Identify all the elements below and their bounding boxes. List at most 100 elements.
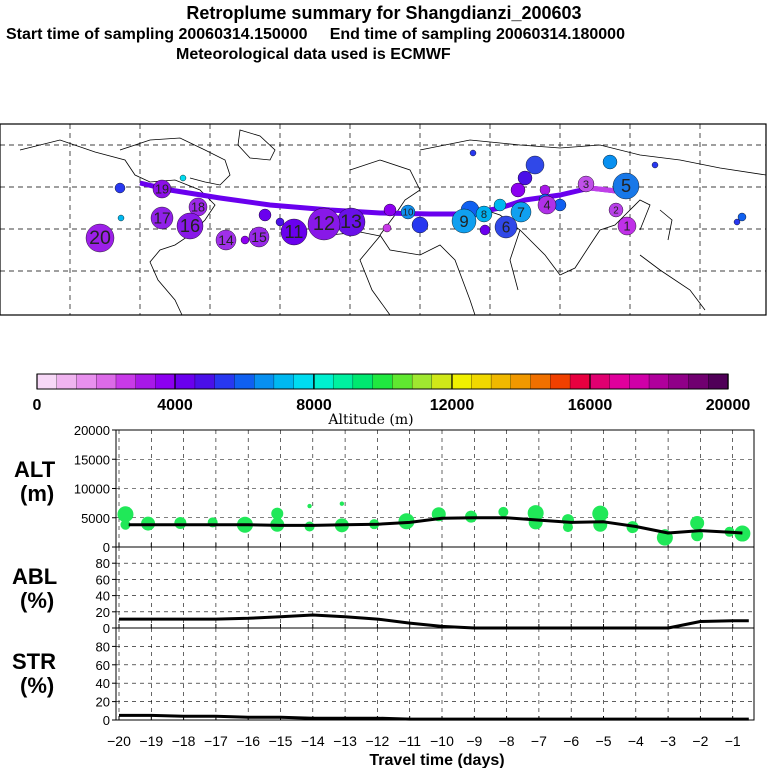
plume-circle [275, 217, 285, 227]
alt-label: ALT [14, 457, 56, 482]
panel-ytick-label: 40 [96, 589, 110, 604]
day-label: 17 [153, 211, 170, 228]
x-tick-label: −10 [430, 733, 454, 749]
x-tick-label: −16 [236, 733, 260, 749]
plume-circle-day [451, 208, 477, 234]
plume-circle-day [612, 172, 640, 200]
plume-circle-day [475, 205, 493, 223]
panel-ytick-label: 60 [96, 658, 110, 673]
panel-ytick-label: 0 [103, 713, 110, 728]
day-label: 16 [180, 216, 200, 236]
plume-circle-day [577, 175, 595, 193]
panel-ytick-label: 15000 [74, 452, 110, 467]
panel-frame [115, 546, 755, 629]
day-label: 7 [517, 204, 525, 220]
x-tick-label: −3 [660, 733, 676, 749]
plume-circle [258, 208, 272, 222]
plume-circle-day [494, 215, 518, 239]
altitude-point [498, 506, 509, 517]
day-label: 1 [623, 220, 630, 234]
day-label: 10 [403, 208, 414, 219]
plume-circle-day [617, 216, 637, 236]
panel-content [117, 501, 751, 721]
plume-circle [602, 154, 618, 170]
colorbar-label: Altitude (m) [327, 412, 413, 428]
day-label: 6 [502, 220, 511, 237]
x-tick-label: −12 [366, 733, 390, 749]
panel-ytick-label: 10000 [74, 482, 110, 497]
altitude-point [339, 501, 345, 506]
day-label: 3 [583, 179, 589, 191]
plume-circle [382, 223, 392, 233]
x-tick-label: −5 [596, 733, 612, 749]
x-tick-label: −15 [269, 733, 293, 749]
plume-circle-day [85, 223, 115, 253]
plume-circle [411, 216, 429, 234]
day-label: 12 [313, 213, 335, 235]
x-axis-label: Travel time (days) [369, 752, 504, 768]
plume-circle-day [152, 179, 172, 199]
altitude-point [690, 516, 705, 531]
day-label: 19 [155, 183, 169, 197]
str-line [119, 713, 749, 721]
day-label: 2 [613, 206, 618, 217]
abl-unit: (%) [20, 588, 54, 613]
str-label: STR [12, 649, 56, 674]
plume-circle-day [280, 218, 308, 246]
plume-circle [469, 149, 477, 157]
panel-ytick-label: 20 [96, 695, 110, 710]
panel-frames: 20000150001000050000806040200806040200−2… [74, 423, 755, 749]
altitude-point [120, 519, 131, 530]
x-tick-label: −6 [563, 733, 579, 749]
x-tick-label: −17 [204, 733, 228, 749]
plume-circle-day [150, 206, 174, 230]
day-label: 9 [459, 212, 468, 231]
altitude-point [528, 515, 543, 530]
panel-ytick-label: 0 [103, 540, 110, 555]
plume-circles [85, 149, 747, 253]
colorbar-ticks: 0 4000 8000 12000 16000 20000 [33, 374, 751, 414]
plume-circle [117, 214, 125, 222]
panel-ytick-label: 60 [96, 572, 110, 587]
plume-circle [114, 182, 126, 194]
abl-line [119, 613, 749, 630]
panel-ytick-label: 40 [96, 676, 110, 691]
altitude-point [307, 503, 312, 509]
day-label: 18 [191, 201, 205, 215]
panel-ytick-label: 20 [96, 605, 110, 620]
x-tick-label: −13 [333, 733, 357, 749]
day-label: 20 [89, 227, 111, 249]
plume-circle [737, 212, 747, 222]
alt-unit: (m) [20, 481, 54, 506]
plume-circle-day [215, 229, 237, 251]
altitude-point [592, 505, 609, 522]
trajectory-path [139, 180, 626, 217]
panel-ytick-label: 5000 [81, 511, 110, 526]
plume-circle [240, 235, 250, 245]
panel-frame [115, 627, 755, 721]
plume-circle-day [176, 212, 204, 240]
altitude-point [593, 517, 608, 532]
plume-circle [179, 174, 187, 182]
colorbar-tick-label: 20000 [706, 397, 751, 414]
map-frame [0, 123, 767, 316]
x-tick-label: −11 [398, 733, 421, 749]
day-label: 15 [251, 229, 267, 245]
plume-circle-day [248, 226, 270, 248]
met-data-line: Meteorological data used is ECMWF [176, 46, 451, 63]
plume-circle-day [608, 202, 624, 218]
x-tick-label: −20 [107, 733, 131, 749]
day-label: 5 [621, 176, 631, 196]
day-label: 4 [543, 199, 550, 213]
plume-circle-day [510, 201, 532, 223]
plume-circle [383, 203, 397, 217]
altitude-point [174, 517, 187, 530]
plume-circle [479, 224, 491, 236]
colorbar-tick-label: 12000 [430, 397, 475, 414]
day-label: 11 [285, 222, 304, 242]
panel-ytick-label: 0 [103, 621, 110, 636]
mean-altitude-line [128, 516, 743, 535]
plume-circle [493, 198, 507, 212]
